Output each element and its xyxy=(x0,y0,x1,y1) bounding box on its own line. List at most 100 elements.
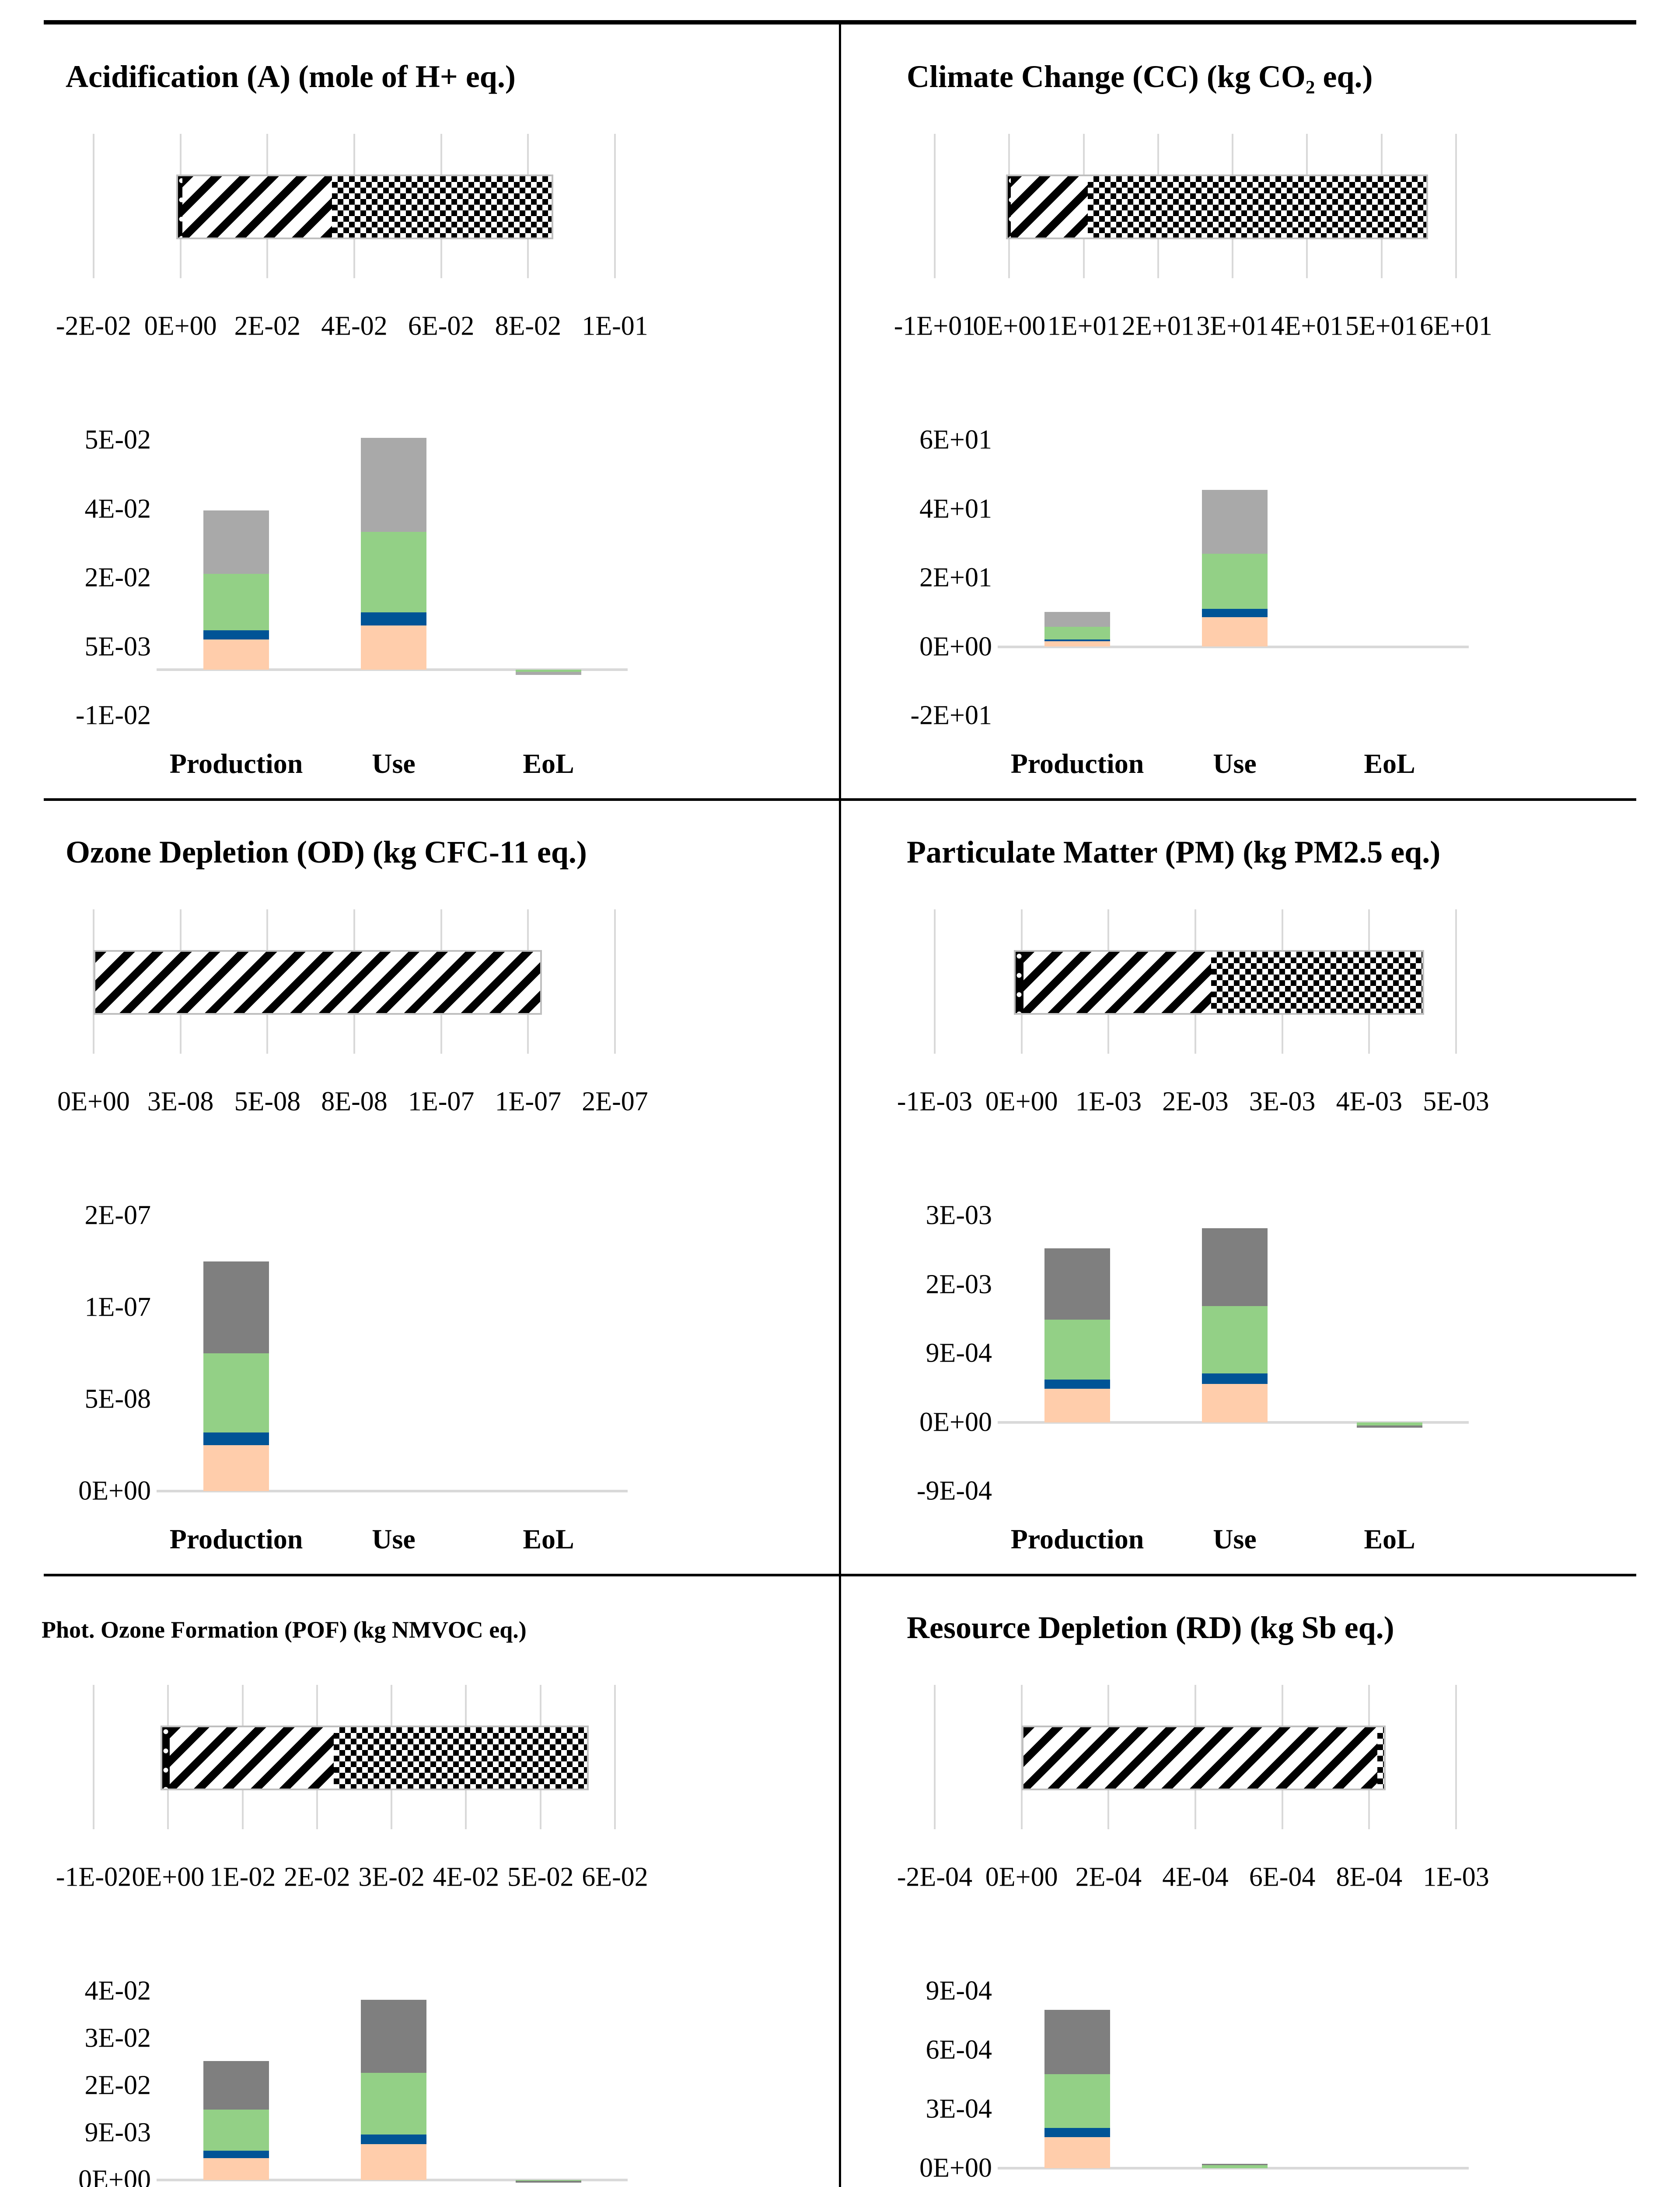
panel-title: Acidification (A) (mole of H+ eq.) xyxy=(66,59,516,94)
bar-segment-crashbox xyxy=(1202,553,1268,609)
x-tick-label: 1E-07 xyxy=(495,1087,562,1117)
x-tick-label: 2E-02 xyxy=(234,311,301,341)
x-tick-label: 1E+01 xyxy=(1047,311,1120,341)
bar-segment-towing-system xyxy=(1202,1373,1268,1384)
phase-bar-segment-production xyxy=(170,1727,334,1789)
axis-baseline xyxy=(157,668,628,671)
gridline xyxy=(1455,1685,1457,1829)
x-tick-label: 2E+01 xyxy=(1121,311,1195,341)
category-label: EoL xyxy=(523,1523,574,1555)
category-label: Use xyxy=(1213,1523,1257,1555)
x-tick-label: 4E+01 xyxy=(1271,311,1344,341)
bar-segment-crashbox xyxy=(361,2073,426,2135)
x-tick-label: 5E-03 xyxy=(1423,1087,1489,1117)
bar-segment-towing-system xyxy=(203,2150,269,2158)
y-tick-label: 1E-07 xyxy=(84,1292,151,1322)
bar-segment-beam xyxy=(1044,611,1110,627)
bar-segment-backplate xyxy=(361,2144,426,2180)
bar-segment-beam xyxy=(203,510,269,574)
phase-bar-segment-production xyxy=(95,952,541,1013)
bar-segment-beam xyxy=(1202,1228,1268,1307)
x-tick-label: 0E+00 xyxy=(144,311,217,341)
bar-segment-backplate xyxy=(1044,1388,1110,1422)
gridline xyxy=(1455,909,1457,1054)
y-tick-label: 3E-02 xyxy=(84,2023,151,2053)
category-label: Production xyxy=(1010,748,1144,779)
phase-bar xyxy=(1013,950,1424,1015)
category-label: Production xyxy=(169,748,303,779)
y-tick-label: 9E-04 xyxy=(926,1976,992,2006)
bar-segment-backplate xyxy=(203,639,269,670)
category-label: Use xyxy=(372,748,416,779)
x-tick-label: 2E-03 xyxy=(1162,1087,1229,1117)
panel-title: Climate Change (CC) (kg CO₂ eq.) xyxy=(907,59,1373,94)
phase-bar-segment-eol xyxy=(1008,176,1011,238)
x-tick-label: 1E-07 xyxy=(408,1087,475,1117)
x-tick-label: 3E-03 xyxy=(1249,1087,1316,1117)
x-tick-label: 0E+00 xyxy=(985,1862,1058,1892)
y-tick-label: 5E-03 xyxy=(84,632,151,661)
bar-segment-beam xyxy=(1357,1425,1422,1428)
bar-segment-crashbox xyxy=(1044,2074,1110,2128)
bar-segment-towing-system xyxy=(361,612,426,626)
x-tick-label: 0E+00 xyxy=(985,1087,1058,1117)
category-label: EoL xyxy=(1364,748,1415,779)
y-tick-label: 0E+00 xyxy=(919,632,992,661)
bar-segment-towing-system xyxy=(1044,1379,1110,1389)
phase-bar-segment-use xyxy=(332,176,552,238)
y-tick-label: 3E-04 xyxy=(926,2094,992,2124)
x-tick-label: -2E-02 xyxy=(56,311,132,341)
y-tick-label: -9E-04 xyxy=(916,1476,992,1506)
phase-bar-segment-use xyxy=(1377,1727,1384,1789)
phase-bar-segment-use xyxy=(333,1727,587,1789)
x-tick-label: 6E-02 xyxy=(582,1862,648,1892)
axis-baseline xyxy=(998,1421,1469,1424)
gridline xyxy=(93,134,94,278)
phase-bar xyxy=(161,1726,589,1790)
bar-segment-crashbox xyxy=(203,2110,269,2151)
gridline xyxy=(934,134,936,278)
x-tick-label: 0E+00 xyxy=(57,1087,130,1117)
gridline xyxy=(614,134,616,278)
category-label: EoL xyxy=(523,748,574,779)
bar-segment-backplate xyxy=(1202,617,1268,647)
bar-segment-crashbox xyxy=(361,532,426,612)
x-tick-label: 0E+00 xyxy=(973,311,1046,341)
bar-segment-crashbox xyxy=(516,2180,581,2181)
x-tick-label: 1E-03 xyxy=(1423,1862,1489,1892)
y-tick-label: 5E-02 xyxy=(84,425,151,455)
panel-resource-depletion: Resource Depletion (RD) (kg Sb eq.) -2E-0… xyxy=(841,1576,1680,2187)
phase-bar-segment-use xyxy=(1211,952,1422,1013)
panel-title: Particulate Matter (PM) (kg PM2.5 eq.) xyxy=(907,835,1441,870)
phase-bar-segment-production xyxy=(1023,1727,1378,1789)
category-label: Use xyxy=(1213,748,1257,779)
x-tick-label: -1E-03 xyxy=(897,1087,973,1117)
y-tick-label: 5E-08 xyxy=(84,1384,151,1414)
panel-title: Ozone Depletion (OD) (kg CFC-11 eq.) xyxy=(66,835,587,870)
bar-segment-backplate xyxy=(1202,1384,1268,1422)
phase-bar xyxy=(1021,1726,1386,1790)
y-tick-label: 9E-04 xyxy=(926,1338,992,1368)
panel-acidification: Acidification (A) (mole of H+ eq.) -2E-02… xyxy=(0,24,839,798)
y-tick-label: 0E+00 xyxy=(919,2153,992,2183)
bar-segment-towing-system xyxy=(361,2134,426,2145)
bar-segment-crashbox xyxy=(516,670,581,672)
x-tick-label: -1E+01 xyxy=(894,311,976,341)
phase-bar-segment-use xyxy=(1087,176,1427,238)
bar-segment-beam xyxy=(1044,1248,1110,1320)
bar-segment-backplate xyxy=(203,1445,269,1491)
category-label: Use xyxy=(372,1523,416,1555)
x-tick-label: 1E-01 xyxy=(582,311,648,341)
bar-segment-crashbox xyxy=(1202,2165,1268,2168)
gridline xyxy=(1455,134,1457,278)
x-tick-label: -1E-02 xyxy=(56,1862,132,1892)
bar-segment-beam xyxy=(203,1261,269,1353)
x-tick-label: 3E-02 xyxy=(358,1862,425,1892)
bar-segment-towing-system xyxy=(1044,639,1110,641)
x-tick-label: 3E+01 xyxy=(1196,311,1269,341)
x-tick-label: 4E-03 xyxy=(1336,1087,1403,1117)
bar-segment-beam xyxy=(361,2000,426,2073)
bar-segment-towing-system xyxy=(1044,2128,1110,2138)
y-tick-label: 2E-02 xyxy=(84,2070,151,2100)
bar-segment-crashbox xyxy=(1044,626,1110,639)
